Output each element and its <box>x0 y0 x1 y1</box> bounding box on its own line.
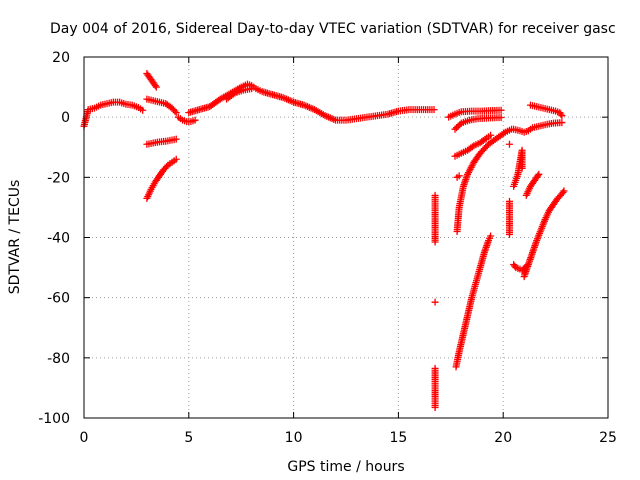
data-point-marker <box>497 113 505 121</box>
y-tick-label: -40 <box>47 231 70 247</box>
data-point-marker <box>454 122 462 130</box>
data-point-marker <box>455 172 463 180</box>
data-point-marker <box>172 109 180 117</box>
series-seg-17.8h-big-rise <box>453 125 516 235</box>
series-seg-16.8h-drop <box>431 191 439 411</box>
series-seg-4.5h-dip <box>174 113 199 126</box>
series-seg-20.5h-neg4 <box>510 119 566 136</box>
series-seg-17.7h-neg13 <box>451 131 495 160</box>
data-point-marker <box>162 163 170 171</box>
data-point-marker <box>560 187 568 195</box>
series-seg-21.3h-upper <box>526 101 566 120</box>
data-point-marker <box>453 124 461 132</box>
axis-ticks: 0 5 10 15 20 25 -100 -80 -60 -40 -20 0 20 <box>38 50 617 446</box>
x-axis-label: GPS time / hours <box>287 459 404 475</box>
series-seg-21h-neg20 <box>522 170 543 199</box>
data-point-marker <box>468 143 476 151</box>
data-point-marker <box>172 155 180 163</box>
grid-lines <box>84 57 608 418</box>
y-tick-label: -60 <box>47 291 70 307</box>
data-point-marker <box>518 164 526 172</box>
x-tick-label: 15 <box>389 430 407 446</box>
data-point-marker <box>431 238 439 246</box>
data-point-marker <box>152 83 160 91</box>
data-point-marker <box>172 135 180 143</box>
data-point-marker <box>151 82 159 90</box>
data-point-marker <box>431 298 439 306</box>
y-tick-label: -80 <box>47 351 70 367</box>
data-point-marker <box>248 85 256 93</box>
data-point-marker <box>505 230 513 238</box>
series-seg-17.8h-deep <box>452 232 495 371</box>
data-point-marker <box>500 129 508 137</box>
series-seg-3h-upper <box>143 70 160 91</box>
data-point-marker <box>534 172 542 180</box>
x-tick-label: 0 <box>80 430 89 446</box>
series-seg-main-mid <box>185 80 438 124</box>
series-seg-17.8h-20 <box>453 172 463 181</box>
data-point-marker <box>171 107 179 115</box>
series-seg-17.5h-upper <box>445 106 505 121</box>
x-tick-label: 5 <box>184 430 193 446</box>
series-seg-3h-mid <box>143 95 180 117</box>
x-tick-label: 20 <box>494 430 512 446</box>
data-point-marker <box>451 125 459 133</box>
series-seg-20.5h-sparse <box>505 140 526 238</box>
data-point-marker <box>456 121 464 129</box>
y-tick-label: 0 <box>61 110 70 126</box>
series-seg-17.8h-rise-small <box>451 113 505 133</box>
data-point-marker <box>535 170 543 178</box>
data-point-marker <box>559 188 567 196</box>
series-seg-main-early <box>80 98 147 130</box>
data-point-marker <box>430 106 438 114</box>
data-point-marker <box>229 90 237 98</box>
data-point-marker <box>431 403 439 411</box>
plot-frame <box>83 56 609 419</box>
data-point-marker <box>505 140 513 148</box>
data-point-marker <box>139 106 147 114</box>
data-points <box>80 70 568 411</box>
data-point-marker <box>481 135 489 143</box>
data-point-marker <box>487 232 495 240</box>
series-seg-3h-neg9 <box>143 135 180 148</box>
series-seg-21h-big-rise <box>520 187 568 281</box>
y-tick-label: -100 <box>38 411 70 427</box>
data-point-marker <box>497 106 505 114</box>
chart-title: Day 004 of 2016, Sidereal Day-to-day VTE… <box>50 21 616 37</box>
series-seg-3h-rise <box>143 155 180 202</box>
y-tick-label: 20 <box>52 50 70 66</box>
x-tick-label: 25 <box>599 430 617 446</box>
data-point-marker <box>558 119 566 127</box>
data-point-marker <box>558 112 566 120</box>
y-tick-label: -20 <box>47 170 70 186</box>
data-point-marker <box>191 116 199 124</box>
x-tick-label: 10 <box>285 430 303 446</box>
data-point-marker <box>557 110 565 118</box>
y-axis-label: SDTVAR / TECUs <box>7 180 23 295</box>
data-point-marker <box>487 131 495 139</box>
series-seg-main-upper-branch <box>223 85 256 103</box>
